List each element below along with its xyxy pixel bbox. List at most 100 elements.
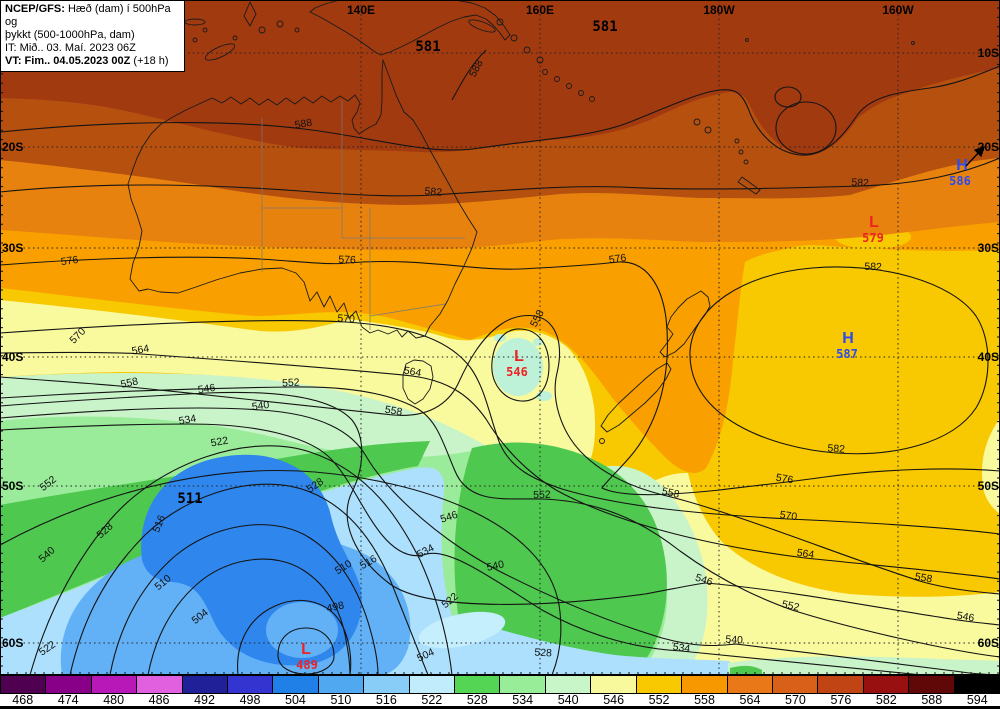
high-center-value: 587 (836, 347, 858, 361)
legend-line-1: NCEP/GFS: Hæð (dam) í 500hPa og (5, 3, 171, 28)
colorbar-value-label: 570 (785, 693, 806, 707)
contour-label-564: 564 (403, 365, 422, 380)
australia-coastline (127, 59, 478, 339)
colorbar-labels: 468 474 480 486 492 498 504 510 516 522 528 534 540 5… (0, 693, 1000, 707)
colorbar-value-label: 576 (830, 693, 852, 707)
medgreen-corner-speck (730, 665, 762, 675)
contour-label-552: 552 (781, 598, 801, 613)
contour-label-546: 546 (694, 572, 715, 589)
low-center-glyph: L (301, 641, 311, 658)
contour-label-522: 522 (210, 435, 229, 450)
colorbar-swatch-540 (544, 675, 591, 694)
band-dark (0, 0, 1000, 156)
contour-label-534: 534 (178, 413, 197, 428)
contour-label-546: 546 (439, 509, 460, 526)
height-extremum-label: 581 (415, 39, 440, 55)
new-caledonia (737, 176, 761, 195)
colorbar-swatch-594 (953, 675, 1000, 694)
low-center-value: 489 (296, 658, 318, 672)
contour-label-528: 528 (534, 647, 552, 660)
state-border-layer (261, 100, 465, 330)
contour-label-582: 582 (864, 261, 882, 274)
colorbar-swatch-522 (408, 675, 455, 694)
colorbar-swatch-588 (908, 675, 954, 694)
band-palegreen-bottom-right (728, 656, 1000, 675)
low-center-glyph: L (869, 214, 879, 231)
colorbar-value-label: 486 (148, 693, 170, 707)
contour-label-558: 558 (914, 571, 933, 586)
low-center-value: 579 (862, 231, 884, 245)
contour-label-576: 576 (60, 254, 79, 268)
colorbar-value-label: 588 (921, 693, 943, 707)
thickness-shading-layer (0, 0, 1000, 675)
colorbar-value-label: 528 (466, 693, 488, 707)
high-center-value: 586 (949, 174, 971, 188)
lat-label-right-50S: 50S (978, 479, 999, 493)
tasmania-coastline (402, 359, 434, 405)
low-center-value: 546 (506, 365, 528, 379)
colorbar-swatch-546 (590, 675, 636, 694)
lat-label-right-10S: 10S (978, 46, 999, 60)
thickness-colorbar: 468 474 480 486 492 498 504 510 516 522 528 534 540 5… (0, 675, 1000, 709)
contour-label-582: 582 (827, 442, 845, 455)
contour-label-534: 534 (672, 641, 691, 655)
contour-label-540: 540 (486, 558, 506, 573)
legend-line-4: VT: Fim.. 04.05.2023 00Z (+18 h) (5, 55, 169, 67)
height-extremum-label: 581 (592, 19, 617, 35)
colorbar-value-label: 552 (648, 693, 670, 707)
contour-label-582: 582 (851, 177, 869, 190)
colorbar-value-label: 558 (694, 693, 715, 707)
height-contour-layer (0, 49, 1000, 675)
colorbar-swatch-576 (817, 675, 863, 694)
cyan-streak (418, 611, 506, 649)
lat-label-left-60S: 60S (2, 636, 23, 650)
band-paleyellow-se (614, 472, 1000, 675)
wind-arrow-icon (965, 145, 986, 167)
colorbar-swatch-474 (45, 675, 91, 694)
colorbar-value-label: 468 (12, 693, 34, 707)
colorbar-swatch-558 (681, 675, 727, 694)
inner-light-patch (266, 602, 338, 658)
high-center-glyph: H (842, 330, 854, 347)
colorbar-value-label: 582 (875, 693, 897, 707)
contour-label-576: 576 (775, 472, 794, 487)
latlon-grid-layer (0, 0, 1000, 675)
high-center-glyph: H (956, 157, 968, 174)
legend-line-3: IT: Mið.. 03. Maí. 2023 06Z (5, 42, 136, 54)
sulawesi (243, 1, 257, 27)
colorbar-value-label: 540 (557, 693, 579, 707)
colorbar-value-label: 534 (512, 693, 534, 707)
colorbar-swatch-486 (136, 675, 182, 694)
colorbar-value-label: 498 (239, 693, 261, 707)
legend-box: NCEP/GFS: Hæð (dam) í 500hPa og þykkt (5… (0, 0, 185, 72)
lat-label-left-20S: 20S (2, 140, 23, 154)
nz-north-island (659, 290, 711, 358)
colorbar-swatch-480 (90, 675, 137, 694)
lon-label-160E: 160E (526, 3, 554, 17)
lon-label-160W: 160W (882, 3, 914, 17)
contour-label-546: 546 (197, 382, 216, 396)
colorbar-swatches (0, 675, 1000, 694)
colorbar-swatch-552 (635, 675, 682, 694)
coastline-layer (127, 0, 915, 444)
colorbar-value-label: 516 (375, 693, 397, 707)
contour-label-576: 576 (608, 252, 627, 266)
contour-label-576: 576 (338, 254, 356, 267)
colorbar-swatch-498 (227, 675, 273, 694)
contour-label-582: 582 (424, 185, 443, 198)
nz-south-island (600, 362, 672, 433)
band-medgreen-tongue (454, 442, 667, 675)
colorbar-swatch-510 (317, 675, 364, 694)
colorbar-swatch-564 (726, 675, 772, 694)
colorbar-value-label: 594 (966, 693, 988, 707)
colorbar-swatch-504 (272, 675, 318, 694)
contour-label-570: 570 (779, 509, 798, 523)
lat-label-left-50S: 50S (2, 479, 23, 493)
lat-label-right-40S: 40S (978, 350, 999, 364)
contour-label-564: 564 (796, 547, 815, 561)
lat-label-right-30S: 30S (978, 241, 999, 255)
contour-label-552: 552 (533, 489, 551, 502)
new-guinea-coastline (309, 0, 511, 56)
contour-label-546: 546 (956, 610, 975, 625)
